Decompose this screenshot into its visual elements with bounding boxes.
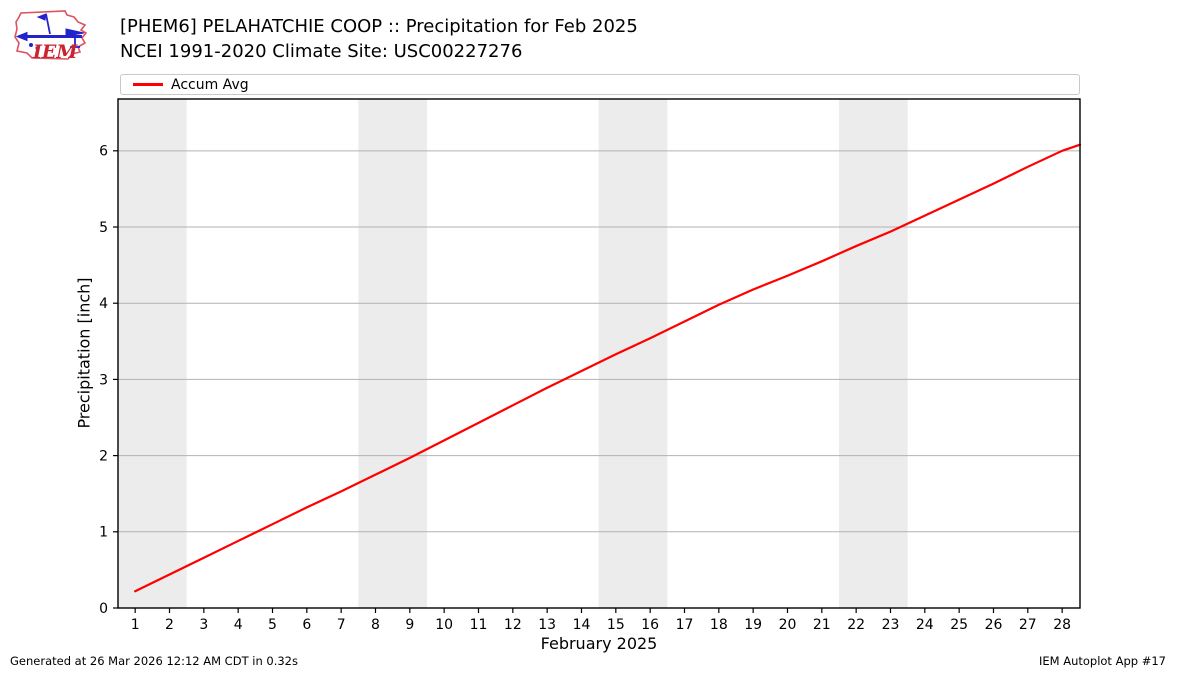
- x-tick-label: 18: [710, 617, 728, 633]
- iem-logo: IEM: [14, 10, 88, 63]
- y-tick-label: 2: [99, 449, 108, 465]
- plot-frame: [117, 98, 1081, 609]
- legend: Accum Avg: [120, 74, 1080, 95]
- chart-subtitle: NCEI 1991-2020 Climate Site: USC00227276: [120, 41, 523, 62]
- y-tick-label: 0: [99, 601, 108, 617]
- accum-avg-line: [134, 143, 1082, 593]
- y-tick-label: 5: [99, 220, 108, 236]
- x-tick-label: 2: [165, 617, 174, 633]
- weekend-band: [838, 99, 908, 608]
- x-tick-label: 6: [302, 617, 311, 633]
- x-tick-label: 25: [950, 617, 968, 633]
- x-tick-label: 11: [470, 617, 488, 633]
- x-tick-label: 1: [131, 617, 140, 633]
- x-tick-label: 8: [371, 617, 380, 633]
- x-tick-label: 7: [337, 617, 346, 633]
- x-tick-label: 16: [641, 617, 659, 633]
- x-tick-label: 15: [607, 617, 625, 633]
- legend-label: Accum Avg: [171, 76, 249, 93]
- x-tick-label: 26: [985, 617, 1003, 633]
- y-tick-label: 3: [99, 372, 108, 388]
- x-tick-label: 27: [1019, 617, 1037, 633]
- x-tick-label: 22: [847, 617, 865, 633]
- generated-timestamp: Generated at 26 Mar 2026 12:12 AM CDT in…: [10, 654, 298, 668]
- x-tick-label: 21: [813, 617, 831, 633]
- x-tick-label: 24: [916, 617, 934, 633]
- weekend-band: [118, 99, 187, 608]
- x-tick-label: 9: [405, 617, 414, 633]
- x-tick-label: 14: [573, 617, 591, 633]
- app-credit: IEM Autoplot App #17: [1038, 654, 1166, 668]
- x-tick-label: 28: [1053, 617, 1071, 633]
- x-tick-label: 4: [234, 617, 243, 633]
- chart-title: [PHEM6] PELAHATCHIE COOP :: Precipitatio…: [120, 16, 638, 37]
- iem-logo-text: IEM: [32, 41, 78, 63]
- x-tick-label: 20: [779, 617, 797, 633]
- y-tick-label: 1: [99, 525, 108, 541]
- legend-line-swatch: [133, 83, 163, 86]
- x-tick-label: 13: [538, 617, 556, 633]
- y-tick-label: 6: [99, 144, 108, 160]
- x-tick-label: 12: [504, 617, 522, 633]
- x-tick-label: 23: [882, 617, 900, 633]
- weekend-band: [358, 99, 427, 608]
- title-block: [PHEM6] PELAHATCHIE COOP :: Precipitatio…: [120, 14, 638, 64]
- x-axis-label: February 2025: [540, 634, 658, 653]
- x-tick-label: 5: [268, 617, 277, 633]
- weekend-band: [598, 99, 668, 608]
- x-tick-label: 19: [744, 617, 762, 633]
- weathervane-icon: [15, 13, 85, 50]
- y-axis-label: Precipitation [inch]: [74, 277, 94, 429]
- x-tick-label: 10: [435, 617, 453, 633]
- y-tick-label: 4: [99, 296, 108, 312]
- x-tick-label: 17: [676, 617, 694, 633]
- x-tick-label: 3: [199, 617, 208, 633]
